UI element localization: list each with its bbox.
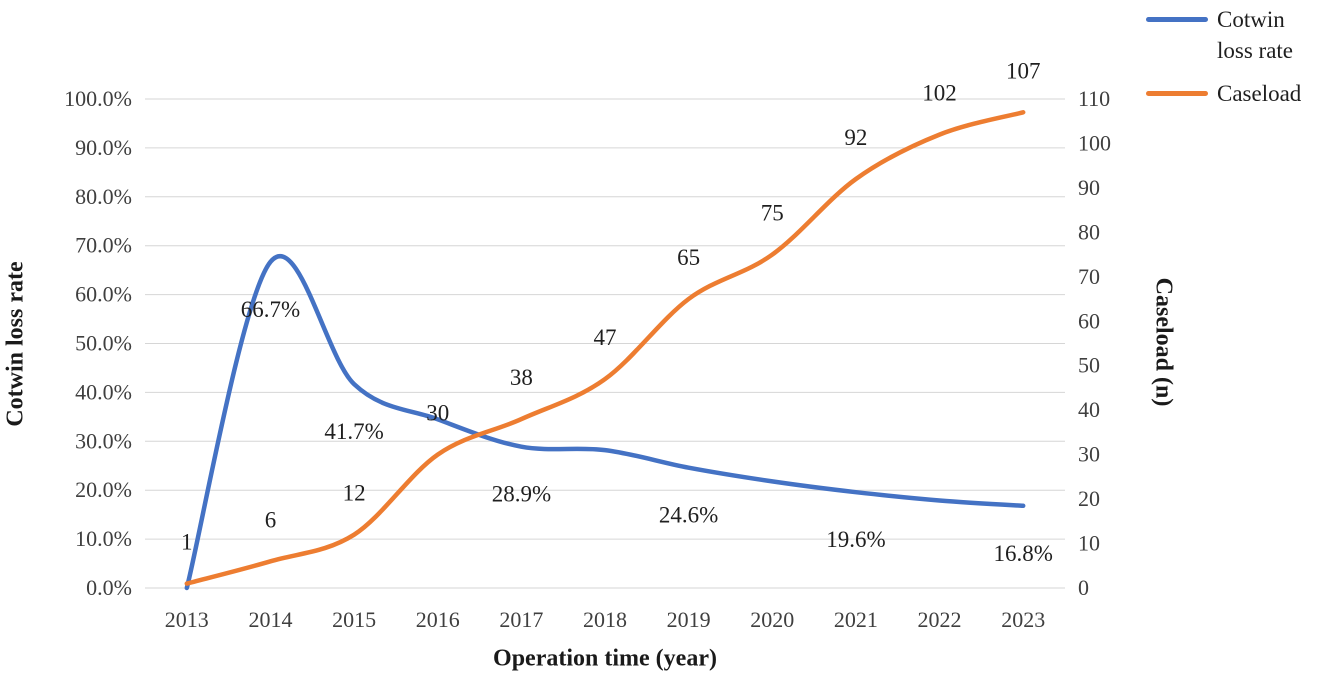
data-label: 107 <box>1006 58 1041 83</box>
legend-label-caseload: Caseload <box>1217 81 1302 106</box>
x-axis-tick: 2021 <box>834 607 878 632</box>
legend-item-caseload: Caseload <box>1146 78 1326 109</box>
data-label: 24.6% <box>659 503 718 528</box>
left-axis-tick: 40.0% <box>75 379 132 404</box>
caseload-line <box>184 110 1026 586</box>
left-axis-tick: 20.0% <box>75 477 132 502</box>
data-label: 12 <box>343 481 366 506</box>
left-axis-tick: 30.0% <box>75 428 132 453</box>
data-label: 65 <box>677 245 700 270</box>
legend-label-cotwin-loss-rate: Cotwin loss rate <box>1217 7 1294 63</box>
left-axis-tick: 100.0% <box>64 86 132 111</box>
left-axis-title: Cotwin loss rate <box>2 261 29 427</box>
data-label: 16.8% <box>993 541 1052 566</box>
right-axis-tick: 70 <box>1078 264 1100 289</box>
x-axis-tick: 2018 <box>583 607 627 632</box>
right-axis-tick: 60 <box>1078 308 1100 333</box>
data-label: 75 <box>761 201 784 226</box>
data-label: 28.9% <box>492 482 551 507</box>
data-label: 92 <box>844 125 867 150</box>
x-axis-title: Operation time (year) <box>493 645 717 672</box>
caseload-line-swatch <box>1146 91 1208 96</box>
left-axis-tick: 10.0% <box>75 526 132 551</box>
right-axis-tick: 30 <box>1078 442 1100 467</box>
data-label: 30 <box>426 401 449 426</box>
data-label: 66.7% <box>241 297 300 322</box>
legend: Cotwin loss rate Caseload <box>1146 4 1326 109</box>
left-axis-tick: 90.0% <box>75 135 132 160</box>
x-axis-tick: 2016 <box>416 607 460 632</box>
data-label: 38 <box>510 365 533 390</box>
x-axis-tick: 2017 <box>499 607 543 632</box>
cotwin-loss-rate-line-swatch <box>1146 17 1208 22</box>
data-label: 102 <box>922 81 957 106</box>
x-axis-tick: 2022 <box>918 607 962 632</box>
cotwin-loss-rate-line <box>184 254 1026 591</box>
left-axis-tick: 50.0% <box>75 331 132 356</box>
x-axis-tick: 2015 <box>332 607 376 632</box>
left-axis-tick: 70.0% <box>75 233 132 258</box>
right-axis-tick: 50 <box>1078 353 1100 378</box>
right-axis-title: Caseload (n) <box>1150 277 1177 407</box>
data-label: 6 <box>265 507 277 532</box>
left-axis-tick: 60.0% <box>75 282 132 307</box>
legend-item-cotwin-loss-rate: Cotwin loss rate <box>1146 4 1326 66</box>
right-axis-tick: 20 <box>1078 486 1100 511</box>
right-axis-tick: 40 <box>1078 397 1100 422</box>
right-axis-tick: 80 <box>1078 219 1100 244</box>
x-axis-tick: 2014 <box>249 607 293 632</box>
right-axis-tick: 0 <box>1078 575 1089 600</box>
data-label: 47 <box>594 325 617 350</box>
data-label: 1 <box>181 530 193 555</box>
right-axis-tick: 10 <box>1078 531 1100 556</box>
right-axis-tick: 110 <box>1078 86 1110 111</box>
left-axis-tick: 0.0% <box>86 575 132 600</box>
right-axis-tick: 90 <box>1078 175 1100 200</box>
x-axis-tick: 2019 <box>667 607 711 632</box>
x-axis-tick: 2020 <box>750 607 794 632</box>
data-label: 19.6% <box>826 527 885 552</box>
x-axis-tick: 2023 <box>1001 607 1045 632</box>
x-axis-tick: 2013 <box>165 607 209 632</box>
right-axis-tick: 100 <box>1078 131 1111 156</box>
left-axis-tick: 80.0% <box>75 184 132 209</box>
data-label: 41.7% <box>324 419 383 444</box>
